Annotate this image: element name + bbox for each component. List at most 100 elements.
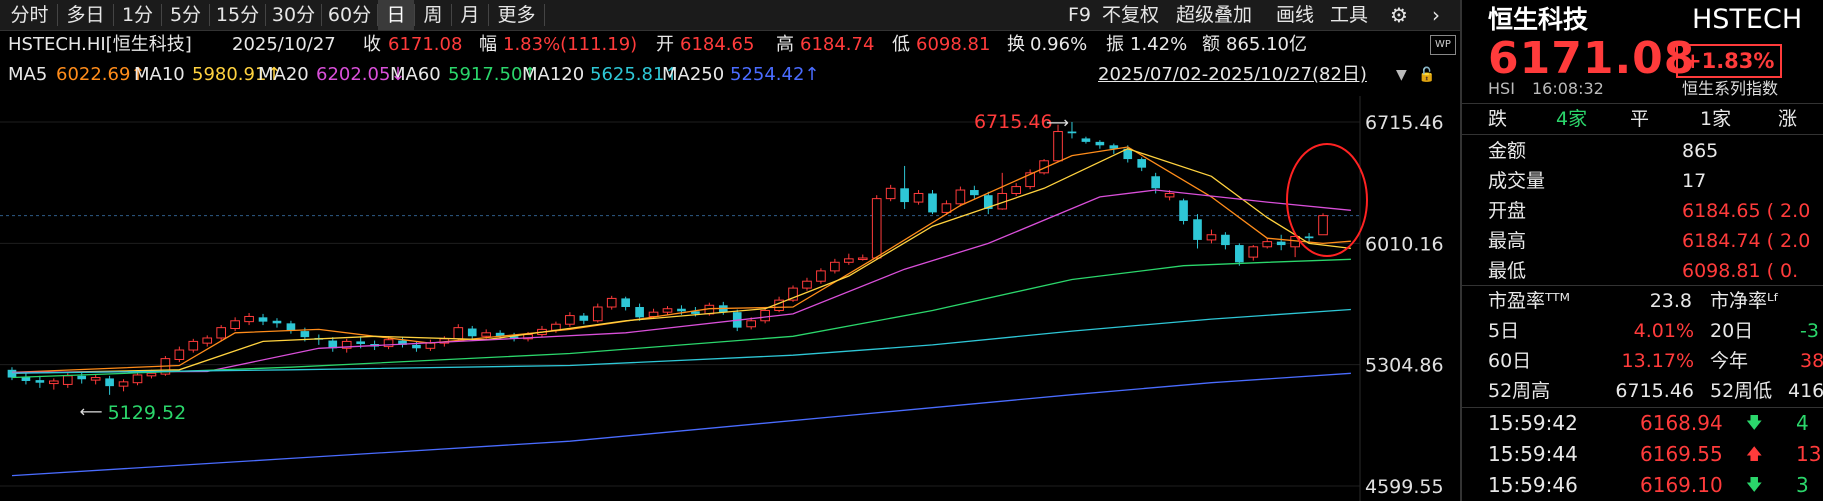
period-tab-3[interactable]: 5分: [169, 4, 202, 26]
candle-54: [760, 307, 770, 324]
turnover-value: 0.96%: [1030, 34, 1088, 55]
toolbar-right-3[interactable]: 画线: [1276, 4, 1315, 26]
candle-86: [1206, 229, 1217, 244]
panel-divider: [1460, 0, 1462, 501]
open-label: 开: [656, 34, 674, 55]
amplitude-value: 1.42%: [1130, 34, 1188, 55]
panel-index-code: HSTECH: [1692, 4, 1803, 35]
turnover-label: 换: [1007, 34, 1025, 55]
low-value: 6098.81: [916, 34, 991, 55]
stat-value-b: -3: [1800, 320, 1819, 342]
period-tab-2[interactable]: 1分: [121, 4, 154, 26]
candle-2: [35, 375, 45, 388]
panel-row-value: 6184.65 ( 2.0: [1682, 200, 1811, 222]
arrow-up-icon: 🡅: [1746, 444, 1763, 463]
panel-row-value: 17: [1682, 170, 1707, 192]
panel-row-1: 成交量 17: [1462, 166, 1823, 196]
candle-68: [955, 186, 966, 207]
period-tab-4[interactable]: 15分: [215, 4, 260, 26]
candle-59: [830, 258, 840, 274]
candle-1: [21, 373, 31, 385]
panel-row-label: 最高: [1488, 230, 1527, 252]
low-annotation: 5129.52: [108, 402, 187, 424]
quote-date: 2025/10/27: [232, 34, 336, 55]
ma-value-1: 5980.91↑: [192, 64, 282, 85]
period-tab-10[interactable]: 更多: [497, 4, 536, 26]
candle-66: [928, 190, 937, 215]
period-tab-0[interactable]: 分时: [10, 4, 49, 26]
panel-hsi-label: HSI: [1488, 79, 1515, 98]
date-range[interactable]: 2025/07/02-2025/10/27(82日): [1098, 64, 1367, 85]
candle-33: [467, 325, 477, 340]
candle-56: [788, 285, 798, 302]
period-tab-6[interactable]: 60分: [327, 4, 372, 26]
high-label: 高: [776, 34, 794, 55]
breadth-down-label: 跌: [1488, 108, 1508, 130]
candle-9: [132, 371, 143, 386]
panel-stat-row-1: 60日 13.17% 今年 38: [1462, 346, 1823, 376]
ma-label-0: MA5: [8, 64, 48, 85]
candle-41: [579, 313, 589, 325]
period-tab-5[interactable]: 30分: [271, 4, 316, 26]
panel-row-0: 金额 865: [1462, 136, 1823, 166]
quote-panel: 恒生科技 HSTECH 6171.08 +1.83% HSI 16:08:32 …: [1462, 0, 1823, 501]
tick-price: 6168.94: [1640, 411, 1723, 435]
gear-icon[interactable]: ⚙: [1390, 3, 1408, 27]
candle-44: [621, 296, 630, 311]
y-tick-2: 5304.86: [1365, 355, 1444, 377]
y-tick-0: 6715.46: [1365, 112, 1444, 134]
toolbar-right-1[interactable]: 不复权: [1102, 4, 1160, 26]
candle-30: [425, 339, 436, 351]
ma-line-ma20: [11, 189, 1351, 374]
candle-42: [592, 303, 603, 323]
period-tab-9[interactable]: 月: [460, 4, 480, 26]
panel-row-label: 开盘: [1488, 200, 1527, 222]
candle-94: [1318, 213, 1328, 236]
panel-row-4: 最低 6098.81 ( 0.: [1462, 256, 1823, 286]
candle-0: [7, 367, 17, 381]
period-tab-1[interactable]: 多日: [66, 4, 105, 26]
highlight-ellipse: [1286, 143, 1368, 257]
ma-label-5: MA250: [662, 64, 725, 85]
ma-value-3: 5917.50↑: [448, 64, 538, 85]
candle-3: [48, 378, 59, 390]
tick-time: 15:59:46: [1488, 473, 1578, 497]
toolbar-right-0[interactable]: F9: [1068, 4, 1092, 26]
candle-64: [900, 165, 909, 209]
candle-62: [871, 195, 882, 260]
candle-24: [341, 338, 352, 353]
high52-label: 52周高: [1488, 380, 1551, 402]
ma-value-2: 6202.05↓: [316, 64, 406, 85]
stat-value-a: 13.17%: [1621, 350, 1694, 372]
panel-index-name: 恒生科技: [1488, 5, 1589, 34]
low-annotation-arrow: ⟵: [80, 402, 103, 421]
candle-87: [1221, 232, 1230, 250]
high-annotation-arrow: ⟶: [1046, 113, 1069, 132]
candle-69: [970, 185, 979, 199]
period-tab-7[interactable]: 日: [378, 0, 414, 30]
candle-71: [997, 172, 1008, 210]
toolbar-right-2[interactable]: 超级叠加: [1176, 4, 1253, 26]
tick-row-0: 15:59:42 6168.94 🡇 4: [1462, 408, 1823, 438]
period-tab-8[interactable]: 周: [423, 4, 443, 26]
ma-line-ma60: [11, 258, 1351, 379]
candle-63: [885, 184, 896, 202]
panel-row-label: 最低: [1488, 260, 1527, 282]
low-label: 低: [892, 34, 910, 55]
tick-time: 15:59:44: [1488, 442, 1578, 466]
panel-row-value: 6098.81 ( 0.: [1682, 260, 1799, 282]
toolbar-right-4[interactable]: 工具: [1330, 4, 1369, 26]
stat-value-b: 38: [1800, 350, 1823, 372]
candle-19: [272, 318, 282, 328]
chevron-right-icon[interactable]: ›: [1432, 3, 1440, 27]
range-dropdown-icon[interactable]: ▼: [1396, 67, 1407, 83]
candle-6: [90, 374, 101, 385]
lock-icon[interactable]: 🔓: [1418, 67, 1436, 83]
candle-5: [77, 371, 87, 384]
wp-icon[interactable]: WP: [1430, 35, 1456, 55]
amount-value: 865.10亿: [1226, 34, 1307, 55]
stat-label-a: 5日: [1488, 320, 1520, 342]
candle-53: [746, 317, 757, 330]
candle-88: [1235, 243, 1244, 266]
